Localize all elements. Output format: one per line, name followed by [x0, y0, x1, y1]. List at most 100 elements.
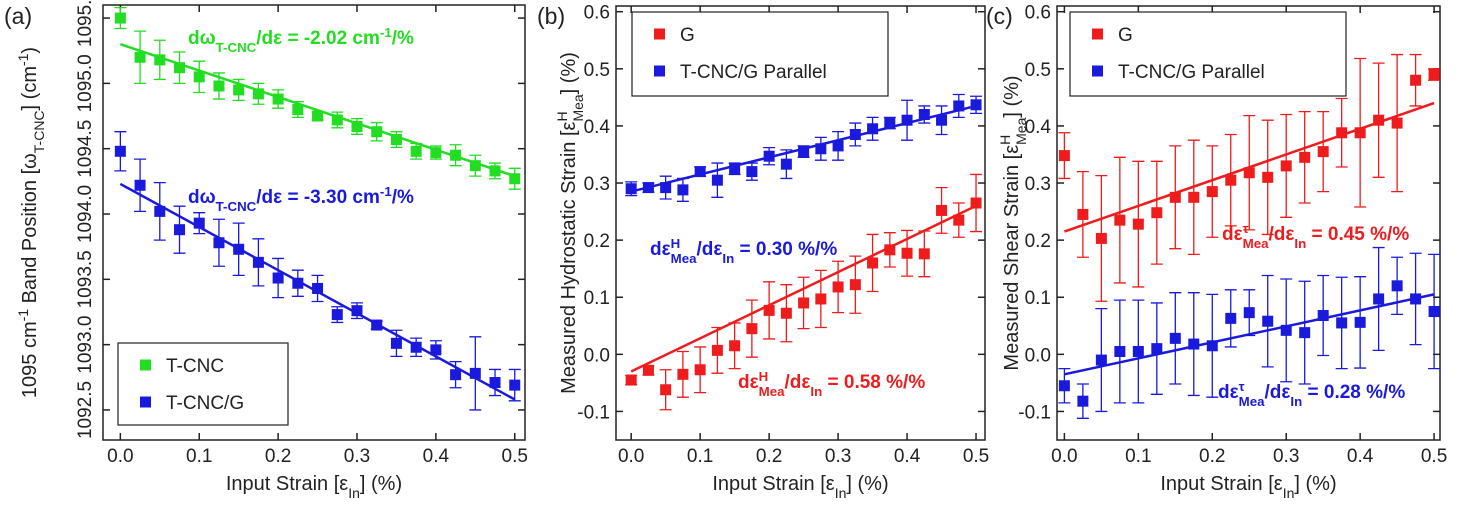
point [1077, 395, 1089, 407]
point [1410, 293, 1422, 305]
point [489, 165, 501, 177]
legend-swatch [1092, 65, 1103, 77]
annotation: dεH Mea/dεIn = 0.30 %/% [650, 236, 837, 266]
legend-label: T-CNC/G Parallel [680, 62, 827, 83]
text-part: In [1294, 236, 1306, 251]
y-tick-label: 1092.5 [75, 381, 96, 439]
point [970, 99, 982, 111]
y-tick-label: 0.4 [584, 117, 611, 138]
point [953, 214, 965, 226]
point [849, 128, 861, 140]
text-part: H [997, 135, 1013, 145]
text-part: /dε [697, 239, 723, 260]
x-tick-label: 0.2 [1199, 446, 1225, 467]
point [134, 179, 146, 191]
text-part: Mea [671, 251, 697, 266]
point [233, 243, 245, 255]
x-tick-label: 0.2 [756, 446, 782, 467]
y-tick-label: 1095.5 [75, 0, 96, 47]
y-tick-label: 0.0 [1025, 345, 1051, 366]
text-part: /dε = -3.30 cm [256, 187, 380, 208]
point [867, 123, 879, 135]
text-part: In [810, 384, 822, 399]
point [677, 184, 689, 196]
point [193, 217, 205, 229]
legend-box [631, 11, 889, 97]
point [918, 248, 930, 260]
point [154, 205, 166, 217]
legend-label: G [1118, 25, 1133, 46]
point [815, 143, 827, 155]
point [272, 272, 284, 284]
panel-label: (c) [986, 3, 1013, 29]
point [371, 126, 383, 138]
point [798, 146, 810, 158]
text-part: ] (cm [19, 66, 41, 110]
point [1058, 380, 1070, 392]
point [763, 304, 775, 316]
point [1391, 117, 1403, 129]
y-tick-label: 0.1 [1025, 288, 1051, 309]
point [694, 364, 706, 376]
text-part: In [722, 251, 734, 266]
text-part: Mea [570, 94, 586, 121]
y-tick-label: 0.6 [1025, 3, 1051, 24]
point [1077, 208, 1089, 220]
point [1299, 327, 1311, 339]
point [936, 204, 948, 216]
y-tick-label: 0.0 [584, 345, 610, 366]
point [1058, 150, 1070, 162]
text-part: Measured Shear Strain [ε [1001, 145, 1023, 371]
point [711, 344, 723, 356]
point [642, 182, 654, 194]
text-part: T-CNC [216, 199, 257, 214]
legend-swatch [140, 396, 151, 408]
point [953, 100, 965, 112]
text-part: ] (%) [360, 473, 402, 495]
point [849, 279, 861, 291]
point [469, 367, 481, 379]
point [450, 149, 462, 161]
x-tick-label: 0.5 [502, 446, 528, 467]
point [642, 364, 654, 376]
point [867, 257, 879, 269]
text-part: In [1283, 485, 1295, 501]
text-part: Band Position [ω [19, 153, 41, 309]
point [252, 256, 264, 268]
panel: (a) 0.0 0.1 0.2 0.3 0.4 0.5 1092.5 1093.0 1093.5 1… [4, 0, 528, 501]
point [884, 244, 896, 256]
point [763, 150, 775, 162]
panel-label: (b) [537, 3, 565, 29]
x-tick-label: 0.1 [186, 446, 212, 467]
point [1206, 340, 1218, 352]
point [1225, 312, 1237, 324]
point [1169, 332, 1181, 344]
point [694, 166, 706, 178]
point [1243, 167, 1255, 179]
point [970, 197, 982, 209]
point [780, 307, 792, 319]
text-part: /% [392, 187, 414, 208]
x-axis-label: Input Strain [εIn] (%) [226, 473, 402, 501]
text-part: Mea [1239, 394, 1265, 409]
y-tick-label: 1093.0 [75, 316, 96, 374]
text-part: dε [1218, 382, 1239, 403]
legend-label: T-CNC [166, 356, 224, 377]
x-tick-label: 0.1 [687, 446, 713, 467]
point [292, 104, 304, 116]
text-part: ] (%) [1001, 75, 1023, 117]
legend-box [117, 342, 289, 426]
point [1354, 316, 1366, 328]
text-part: H [554, 111, 570, 121]
y-tick-label: 1094.0 [75, 185, 96, 243]
point [1336, 127, 1348, 139]
panel-label: (a) [4, 3, 32, 29]
point [1428, 306, 1440, 318]
point [1280, 160, 1292, 172]
text-part: Mea [759, 384, 785, 399]
point [1354, 127, 1366, 139]
x-tick-label: 0.4 [894, 446, 921, 467]
y-tick-label: 0.6 [584, 3, 610, 24]
point [1169, 191, 1181, 203]
point [154, 54, 166, 66]
